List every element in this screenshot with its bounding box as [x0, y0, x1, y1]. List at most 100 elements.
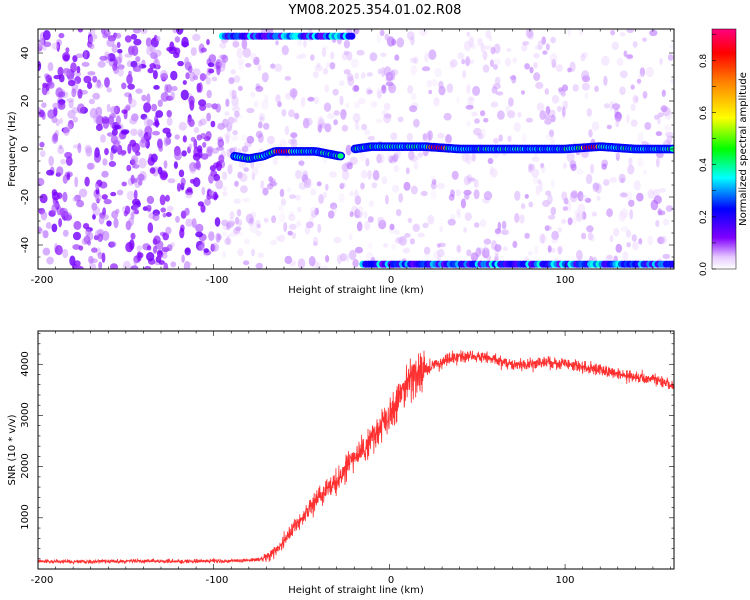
- heatmap-cell: [174, 36, 181, 43]
- heatmap-cell: [229, 232, 238, 238]
- heatmap-cell: [301, 174, 309, 183]
- heatmap-cell: [407, 31, 415, 40]
- heatmap-cell: [75, 53, 84, 58]
- heatmap-cell: [471, 43, 476, 50]
- heatmap-cell: [92, 206, 101, 216]
- heatmap-cell: [312, 71, 319, 79]
- heatmap-cell: [122, 260, 131, 269]
- heatmap-cell: [216, 146, 225, 151]
- heatmap-cell: [333, 110, 340, 116]
- heatmap-ylabel: Frequency (Hz): [7, 111, 18, 187]
- heatmap-cell: [445, 134, 452, 144]
- heatmap-cell: [356, 49, 365, 56]
- heatmap-cell: [146, 195, 155, 205]
- heatmap-cell: [232, 130, 238, 136]
- heatmap-cell: [87, 162, 95, 170]
- heatmap-cell: [662, 253, 671, 260]
- heatmap-cell: [438, 80, 444, 89]
- heatmap-cell: [525, 29, 534, 39]
- heatmap-cell: [465, 154, 472, 165]
- heatmap-cell: [135, 88, 143, 94]
- heatmap-cell: [189, 71, 196, 82]
- heatmap-cell: [103, 198, 112, 205]
- heatmap-cell: [505, 105, 511, 114]
- heatmap-cell: [625, 229, 632, 238]
- heatmap-cell: [477, 133, 484, 140]
- heatmap-cell: [576, 168, 584, 175]
- heatmap-cell: [133, 38, 142, 46]
- heatmap-cell: [544, 225, 550, 232]
- heatmap-cell: [110, 191, 117, 197]
- heatmap-cell: [111, 128, 118, 136]
- heatmap-cell: [448, 193, 455, 201]
- heatmap-cell: [466, 120, 471, 127]
- heatmap-cell: [394, 54, 400, 61]
- heatmap-cell: [540, 234, 545, 244]
- heatmap-cell: [199, 118, 207, 126]
- heatmap-cell: [575, 212, 582, 222]
- heatmap-cell: [42, 247, 51, 256]
- heatmap-cell: [136, 62, 142, 73]
- heatmap-cell: [468, 96, 475, 102]
- heatmap-cell: [591, 211, 598, 217]
- heatmap-cell: [567, 67, 572, 73]
- heatmap-cell: [251, 172, 256, 181]
- heatmap-cell: [632, 94, 639, 104]
- heatmap-cell: [163, 136, 169, 147]
- heatmap-cell: [159, 194, 166, 206]
- heatmap-cell: [574, 209, 580, 218]
- heatmap-cell: [233, 75, 241, 83]
- heatmap-cell: [229, 211, 235, 220]
- snr-ytick-label: 2000: [20, 453, 31, 478]
- heatmap-cell: [470, 252, 479, 262]
- heatmap-cell: [307, 96, 315, 102]
- heatmap-cell: [213, 173, 221, 182]
- heatmap-cell: [341, 52, 348, 61]
- heatmap-cell: [289, 88, 298, 98]
- heatmap-cell: [234, 180, 239, 187]
- heatmap-cell: [390, 132, 398, 141]
- heatmap-cell: [436, 243, 441, 248]
- heatmap-cell: [143, 265, 152, 269]
- heatmap-cell: [466, 249, 472, 257]
- heatmap-cell: [544, 118, 552, 125]
- heatmap-cell: [222, 191, 228, 197]
- heatmap-cell: [206, 112, 212, 122]
- heatmap-cell: [47, 61, 54, 72]
- heatmap-cell: [464, 212, 472, 221]
- heatmap-cell: [297, 258, 306, 269]
- heatmap-cell: [129, 117, 138, 125]
- heatmap-cell: [664, 109, 673, 120]
- heatmap-cell: [339, 253, 347, 262]
- heatmap-cell: [200, 47, 207, 53]
- heatmap-cell: [394, 229, 400, 235]
- heatmap-cell: [481, 128, 486, 139]
- heatmap-cell: [130, 155, 139, 166]
- heatmap-cell: [388, 155, 394, 164]
- heatmap-cell: [572, 84, 579, 92]
- heatmap-cell: [64, 212, 73, 222]
- heatmap-cell: [628, 199, 635, 207]
- heatmap-cell: [325, 183, 329, 191]
- heatmap-cell: [343, 39, 350, 49]
- heatmap-cell: [544, 114, 552, 120]
- heatmap-cell: [384, 194, 389, 205]
- heatmap-cell: [409, 155, 418, 162]
- heatmap-cell: [421, 66, 431, 72]
- heatmap-cell: [483, 243, 488, 251]
- heatmap-cell: [561, 84, 569, 92]
- heatmap-cell: [323, 102, 332, 112]
- heatmap-cell: [298, 182, 307, 190]
- heatmap-cell: [581, 70, 590, 81]
- heatmap-cell: [657, 112, 664, 118]
- heatmap-cell: [521, 43, 528, 52]
- heatmap-cell: [310, 210, 317, 218]
- heatmap-cell: [245, 213, 254, 224]
- heatmap-cell: [376, 153, 382, 164]
- heatmap-cell: [363, 211, 368, 219]
- heatmap-cell: [62, 191, 68, 203]
- heatmap-cell: [482, 50, 488, 61]
- heatmap-cell: [427, 130, 433, 141]
- heatmap-cell: [99, 55, 108, 61]
- heatmap-cell: [519, 214, 525, 224]
